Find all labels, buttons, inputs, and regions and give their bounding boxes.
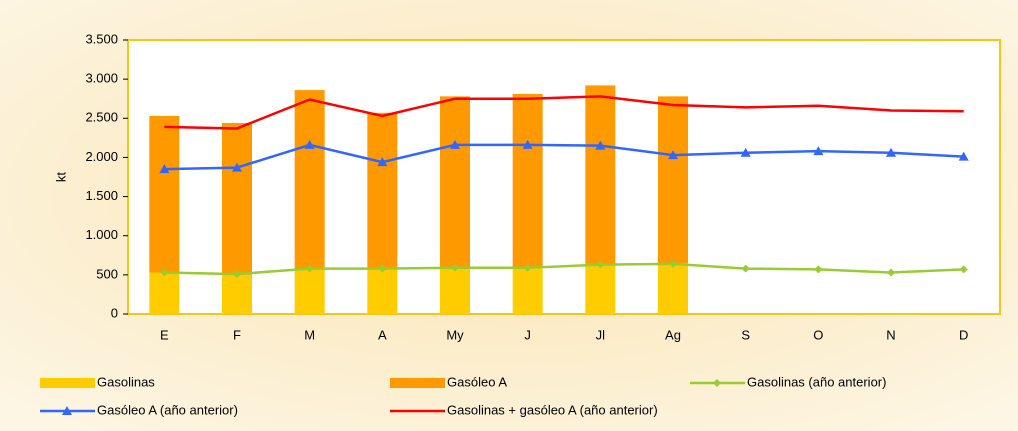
legend-marker	[713, 379, 721, 387]
bar	[512, 94, 543, 268]
plot-area	[127, 39, 1001, 315]
x-tick-label: O	[813, 327, 823, 342]
x-tick-label: Jl	[596, 327, 606, 342]
x-tick-label: S	[741, 327, 750, 342]
bar	[585, 85, 616, 264]
line-marker	[668, 150, 678, 160]
bar	[367, 269, 398, 314]
bar	[658, 263, 688, 314]
y-tick-label: 0	[111, 305, 118, 320]
legend-swatch	[390, 378, 445, 388]
x-tick-label: M	[304, 327, 315, 342]
line-marker	[450, 139, 460, 149]
y-tick-label: 2.500	[85, 110, 118, 125]
line	[164, 262, 964, 276]
y-tick-label: 3.500	[85, 31, 118, 46]
line-marker	[305, 264, 314, 273]
bar	[149, 115, 180, 273]
line-marker	[377, 157, 388, 167]
bar	[222, 274, 252, 314]
line-marker	[596, 260, 605, 269]
bar	[294, 90, 325, 269]
line-marker	[669, 259, 677, 268]
y-tick-label: 2.000	[85, 149, 118, 164]
bar	[294, 268, 325, 314]
y-axis-label: kt	[53, 172, 68, 183]
line-marker	[160, 268, 169, 277]
line-marker	[595, 140, 606, 150]
x-tick-label: J	[524, 327, 531, 342]
line-marker	[378, 264, 387, 273]
bar	[585, 263, 616, 314]
bar	[149, 272, 180, 314]
y-tick-label: 3.000	[85, 71, 118, 86]
bar	[440, 96, 470, 268]
line	[164, 95, 964, 130]
line-marker	[887, 268, 895, 277]
legend-label: Gasóleo A (año anterior)	[97, 402, 238, 417]
line-marker	[741, 264, 750, 273]
y-tick-label: 1.000	[85, 227, 118, 242]
line	[164, 143, 964, 171]
line-marker	[886, 147, 896, 157]
bar	[658, 96, 688, 264]
legend-label: Gasolinas	[97, 374, 155, 389]
x-tick-label: A	[378, 327, 387, 342]
line-marker	[959, 265, 968, 274]
bar	[367, 112, 398, 270]
line-marker	[451, 263, 459, 272]
legend-label: Gasóleo A	[447, 374, 507, 389]
line-marker	[159, 164, 170, 174]
x-tick-label: Ag	[665, 327, 681, 342]
x-tick-label: N	[886, 327, 895, 342]
legend-label: Gasolinas (año anterior)	[747, 374, 886, 389]
line-marker	[522, 139, 533, 149]
x-tick-label: E	[160, 327, 169, 342]
y-tick-label: 500	[96, 266, 118, 281]
line-marker	[304, 139, 315, 149]
legend-label: Gasolinas + gasóleo A (año anterior)	[447, 402, 658, 417]
line-marker	[814, 265, 823, 274]
legend-marker	[62, 406, 72, 415]
line-marker	[958, 151, 969, 161]
line-marker	[233, 270, 241, 279]
bar	[440, 267, 470, 314]
x-tick-label: F	[233, 327, 241, 342]
line-marker	[740, 147, 751, 157]
line-marker	[813, 146, 824, 156]
bar	[512, 267, 543, 314]
legend-swatch	[40, 378, 95, 388]
y-tick-label: 1.500	[85, 188, 118, 203]
line-marker	[232, 162, 242, 172]
x-tick-label: D	[959, 327, 968, 342]
line-marker	[523, 263, 532, 272]
bar	[222, 122, 252, 275]
x-tick-label: My	[446, 327, 464, 342]
